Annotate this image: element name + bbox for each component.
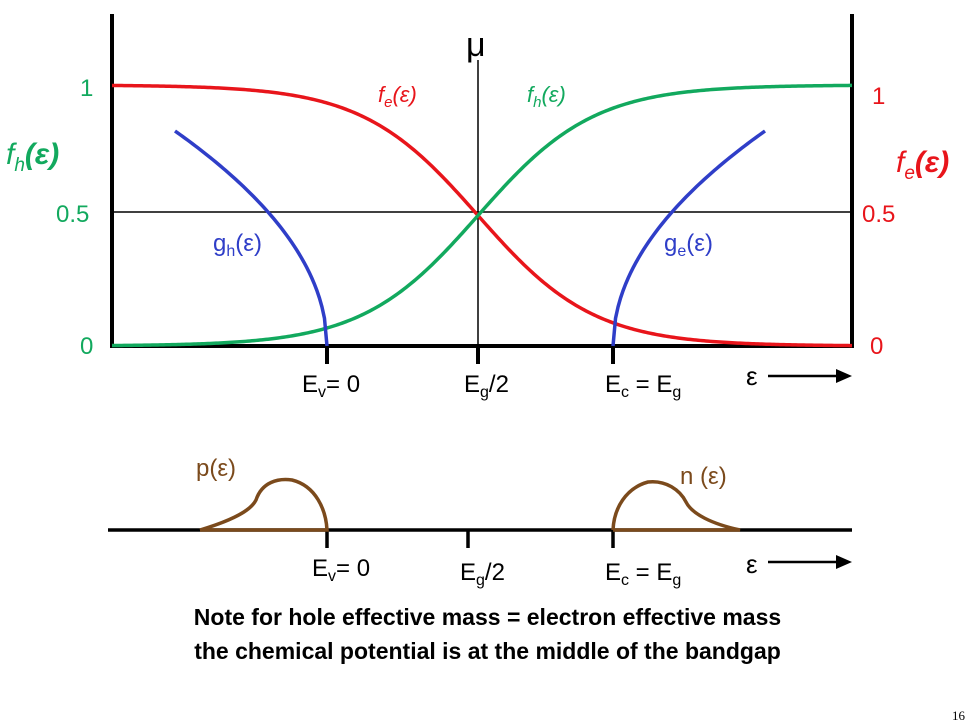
bottom-ec-label: Ec = Eg: [605, 559, 681, 589]
gh-curve: [173, 129, 329, 347]
note-line-2: the chemical potential is at the middle …: [194, 638, 781, 664]
top-ev-label: Ev= 0: [302, 371, 360, 401]
right-tick-0: 0: [870, 333, 883, 360]
p-distribution: [199, 477, 329, 532]
fe-label: fe(ε): [378, 82, 417, 111]
n-label: n (ε): [680, 463, 727, 490]
fh-curve: [111, 83, 853, 348]
ge-curve: [611, 129, 767, 347]
fe-curve: [111, 83, 853, 348]
bottom-ev-label: Ev= 0: [312, 555, 370, 585]
left-tick-1: 1: [80, 75, 93, 102]
top-ec-label: Ec = Eg: [605, 371, 681, 401]
fh-label: fh(ε): [527, 82, 566, 111]
bottom-epsilon-label: ε: [746, 549, 758, 579]
n-distribution: [611, 480, 741, 532]
top-mid-label: Eg/2: [464, 371, 509, 401]
left-tick-half: 0.5: [56, 201, 89, 228]
top-epsilon-label: ε: [746, 361, 758, 391]
left-axis-title: fh(ε): [6, 138, 59, 176]
note-line-1: Note for hole effective mass = electron …: [193, 604, 782, 630]
ge-label: ge(ε): [664, 230, 713, 260]
bottom-epsilon-arrowhead: [836, 555, 852, 569]
p-label: p(ε): [196, 455, 236, 482]
page-number: 16: [952, 708, 965, 723]
gh-label: gh(ε): [213, 230, 262, 260]
right-axis-title: fe(ε): [896, 146, 949, 184]
right-tick-1: 1: [872, 83, 885, 110]
left-tick-0: 0: [80, 333, 93, 360]
bottom-mid-label: Eg/2: [460, 559, 505, 589]
right-tick-half: 0.5: [862, 201, 895, 228]
top-epsilon-arrowhead: [836, 369, 852, 383]
mu-label: μ: [466, 26, 486, 64]
